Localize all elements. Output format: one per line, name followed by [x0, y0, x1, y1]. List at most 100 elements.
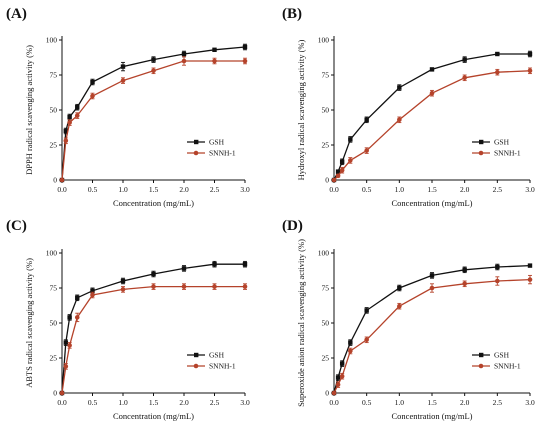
data-point: [527, 277, 533, 282]
x-tick-label: 1.5: [149, 185, 159, 194]
data-point: [67, 343, 72, 348]
data-point: [120, 278, 126, 284]
x-tick-label: 2.0: [460, 185, 470, 194]
data-point: [397, 303, 402, 309]
panel-label: (A): [6, 6, 27, 22]
legend-label: GSH: [209, 138, 225, 147]
legend-marker: [479, 352, 484, 358]
legend-marker: [193, 363, 199, 369]
y-tick-label: 0: [325, 389, 329, 398]
x-tick-label: 2.5: [493, 398, 503, 407]
data-point: [364, 337, 369, 343]
legend-label: SNNH-1: [209, 362, 236, 371]
legend: GSH SNNH-1: [187, 138, 236, 158]
legend-marker: [478, 150, 484, 156]
data-point: [429, 90, 435, 96]
data-point: [63, 128, 69, 134]
data-point: [63, 364, 69, 369]
data-point: [335, 173, 341, 179]
data-point: [63, 340, 69, 345]
data-point: [212, 284, 217, 289]
x-tick-label: 1.5: [427, 185, 437, 194]
data-point: [348, 340, 353, 345]
data-point: [75, 295, 80, 300]
data-point: [397, 85, 402, 90]
y-tick-label: 100: [318, 36, 330, 45]
y-axis-title: DPPH radical scavenging activity (%): [24, 45, 34, 175]
data-point: [90, 292, 95, 298]
y-tick-label: 100: [318, 249, 330, 258]
x-tick-label: 3.0: [240, 185, 250, 194]
data-point: [527, 263, 533, 268]
x-tick-label: 2.5: [493, 185, 503, 194]
series-line: [61, 285, 245, 394]
x-tick-label: 0.5: [88, 185, 98, 194]
data-point: [429, 285, 435, 291]
legend-label: GSH: [494, 351, 510, 360]
data-point: [67, 315, 72, 320]
legend-marker: [193, 150, 199, 156]
data-point: [242, 44, 248, 50]
series-line: [333, 70, 531, 181]
y-axis-title: ABTS radical scavenging activity (%): [24, 258, 34, 388]
data-point: [151, 271, 156, 277]
y-tick-label: 0: [325, 176, 329, 185]
data-point: [339, 361, 345, 366]
data-point: [212, 58, 217, 64]
data-point: [181, 284, 187, 289]
x-tick-label: 1.0: [118, 398, 128, 407]
x-tick-label: 2.0: [460, 398, 470, 407]
data-point: [462, 57, 467, 62]
data-point: [495, 278, 500, 284]
data-point: [151, 68, 156, 74]
y-tick-label: 50: [322, 106, 330, 115]
data-point: [495, 51, 500, 57]
data-point: [348, 348, 353, 354]
data-point: [397, 117, 402, 123]
x-tick-label: 0.5: [362, 398, 372, 407]
y-tick-label: 100: [46, 36, 58, 45]
x-tick-label: 1.0: [395, 185, 405, 194]
data-point: [120, 64, 126, 69]
data-point: [331, 390, 337, 396]
chart-panel-d: (D) 0.0 0.5 1.0 1.5 2.0 2.5 3.0 0 25 50 75 100 Concen…: [282, 218, 535, 421]
x-tick-label: 2.5: [210, 398, 220, 407]
series-gsh: [331, 50, 533, 183]
series-line: [333, 53, 530, 181]
legend-label: GSH: [209, 351, 225, 360]
y-tick-label: 50: [322, 319, 330, 328]
panel-label: (C): [6, 218, 27, 234]
data-point: [527, 51, 533, 57]
data-point: [339, 159, 345, 164]
legend-marker: [194, 352, 199, 358]
data-point: [339, 373, 345, 379]
legend-marker: [194, 139, 199, 145]
legend-marker: [478, 363, 484, 369]
panel-label: (B): [282, 6, 302, 22]
panel-label: (D): [282, 218, 303, 234]
x-tick-label: 3.0: [525, 185, 535, 194]
data-point: [339, 167, 345, 173]
data-point: [495, 69, 500, 75]
data-point: [90, 288, 95, 293]
y-tick-label: 0: [53, 389, 57, 398]
x-axis-title: Concentration (mg/mL): [113, 198, 194, 208]
y-tick-label: 75: [322, 71, 330, 80]
data-point: [120, 287, 126, 292]
legend-label: SNNH-1: [494, 149, 521, 158]
y-tick-label: 75: [50, 71, 58, 80]
data-point: [90, 79, 95, 85]
x-tick-label: 3.0: [525, 398, 535, 407]
y-tick-label: 25: [50, 141, 58, 150]
data-point: [429, 273, 435, 278]
x-tick-label: 2.0: [179, 185, 189, 194]
data-point: [335, 382, 341, 387]
legend: GSH SNNH-1: [472, 351, 521, 371]
data-point: [242, 58, 248, 64]
x-tick-label: 3.0: [240, 398, 250, 407]
data-point: [397, 285, 402, 291]
data-point: [462, 267, 467, 272]
chart-panel-a: (A) 0.0 0.5 1.0 1.5 2.0 2.5 3.0 0 25 50 75 100 Concen…: [6, 6, 250, 208]
data-point: [151, 57, 156, 62]
x-tick-label: 0.5: [362, 185, 372, 194]
